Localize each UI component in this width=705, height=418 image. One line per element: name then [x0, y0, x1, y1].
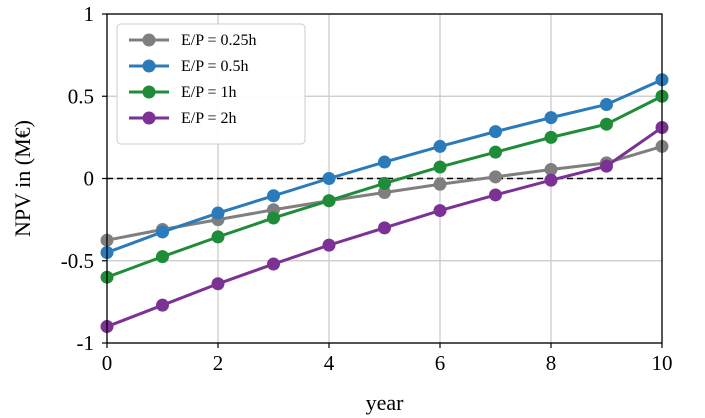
- x-axis-label: year: [366, 390, 405, 415]
- data-point: [378, 176, 391, 190]
- y-tick-label: 1: [84, 2, 95, 26]
- data-point: [433, 160, 447, 174]
- data-point: [322, 194, 336, 208]
- data-point: [267, 211, 280, 225]
- series-3: [100, 121, 669, 334]
- legend-label: E/P = 0.5h: [181, 58, 249, 75]
- data-point: [600, 117, 613, 131]
- x-tick-label: 10: [652, 351, 673, 375]
- series-layer: [100, 73, 669, 334]
- legend-item: E/P = 0.5h: [129, 58, 249, 75]
- y-tick-label: -1: [77, 331, 95, 355]
- y-tick-label: 0: [84, 167, 95, 191]
- data-point: [156, 225, 169, 239]
- legend-marker: [142, 59, 156, 73]
- data-point: [544, 162, 558, 176]
- legend-label: E/P = 0.25h: [181, 32, 257, 49]
- x-tick-label: 4: [324, 351, 335, 375]
- x-tick-label: 0: [102, 351, 113, 375]
- data-point: [600, 97, 613, 111]
- data-point: [600, 159, 613, 173]
- x-tick-label: 6: [435, 351, 446, 375]
- legend: E/P = 0.25h E/P = 0.5h E/P = 1h E/P = 2h: [116, 23, 306, 145]
- legend-marker: [142, 85, 156, 99]
- data-point: [544, 111, 558, 125]
- legend-item: E/P = 0.25h: [129, 32, 257, 49]
- data-point: [156, 298, 169, 312]
- data-point: [322, 172, 336, 185]
- data-point: [211, 230, 225, 244]
- data-point: [489, 188, 502, 202]
- legend-label: E/P = 1h: [181, 84, 237, 101]
- data-point: [544, 173, 558, 187]
- data-point: [211, 206, 225, 220]
- data-point: [489, 125, 502, 139]
- data-point: [378, 185, 391, 199]
- data-point: [267, 189, 280, 203]
- data-point: [433, 177, 447, 191]
- data-point: [489, 170, 502, 184]
- y-axis-label: NPV in (M€): [10, 120, 35, 237]
- data-point: [489, 145, 502, 159]
- y-axis-ticks: 1 0.5 0 -0.5 -1: [61, 2, 107, 355]
- y-tick-label: -0.5: [61, 249, 94, 273]
- legend-box: [116, 23, 306, 145]
- legend-marker: [142, 33, 156, 47]
- data-point: [433, 139, 447, 153]
- data-point: [267, 257, 280, 271]
- legend-marker: [142, 111, 156, 125]
- data-point: [211, 277, 225, 291]
- legend-item: E/P = 1h: [129, 84, 237, 101]
- data-point: [378, 221, 391, 235]
- data-point: [544, 130, 558, 144]
- x-tick-label: 8: [546, 351, 557, 375]
- data-point: [378, 155, 391, 169]
- series-1: [100, 73, 669, 260]
- x-axis-ticks: 0 2 4 6 8 10: [102, 343, 673, 375]
- data-point: [433, 204, 447, 218]
- y-tick-label: 0.5: [68, 84, 94, 108]
- data-point: [322, 238, 336, 252]
- legend-item: E/P = 2h: [129, 110, 237, 127]
- x-tick-label: 2: [213, 351, 224, 375]
- legend-label: E/P = 2h: [181, 110, 237, 127]
- data-point: [156, 250, 169, 264]
